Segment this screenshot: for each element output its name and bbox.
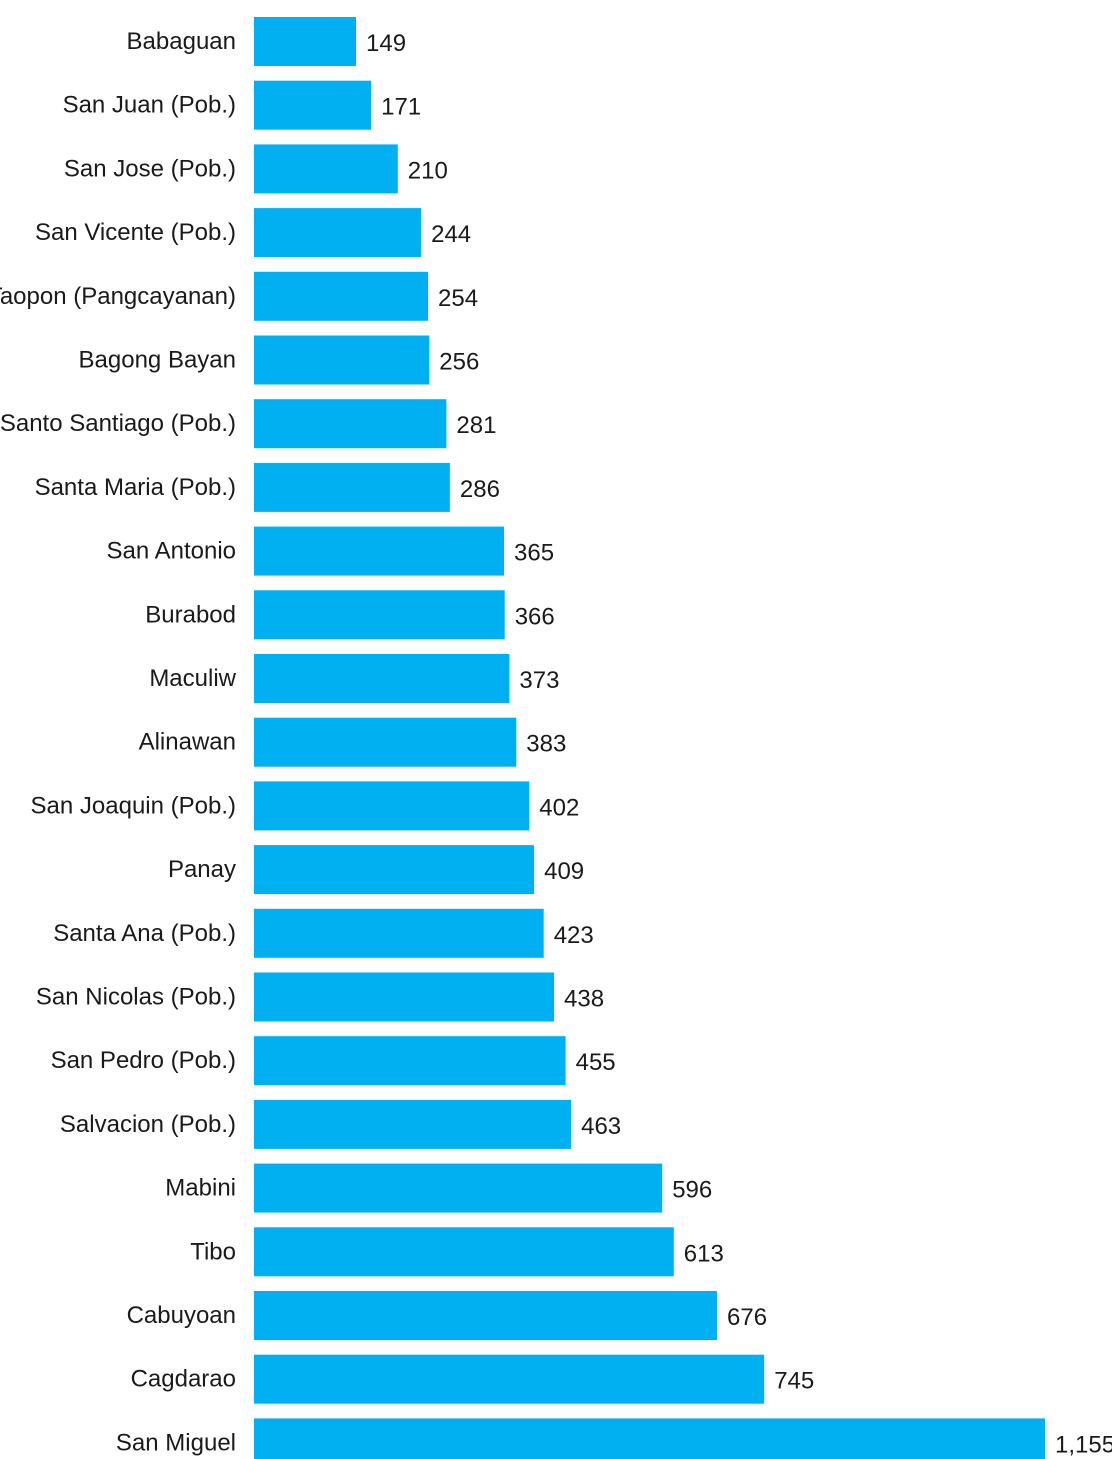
bar-11 — [254, 654, 510, 703]
value-label: 383 — [526, 731, 566, 758]
category-label: Santa Maria (Pob.) — [35, 474, 236, 501]
category-label: Mabini — [165, 1175, 236, 1202]
value-label: 281 — [456, 412, 496, 439]
category-label: Maculiw — [149, 665, 236, 692]
value-label: 244 — [431, 221, 471, 248]
value-label: 256 — [439, 349, 479, 376]
value-labels: 149 171 210 244 254 256 281 286 365 366 373 383 402 4… — [366, 30, 1112, 1458]
category-label: Santa Ana (Pob.) — [53, 920, 236, 947]
category-label: Santo Santiago (Pob.) — [0, 410, 236, 437]
category-label: Tibo — [190, 1238, 236, 1265]
bar-8 — [254, 462, 450, 512]
bar-1 — [254, 17, 356, 66]
value-label: 210 — [408, 157, 448, 184]
bar-4 — [254, 208, 422, 258]
bar-7 — [254, 399, 447, 449]
bars-group — [254, 17, 1045, 1459]
category-label: Burabod — [145, 601, 236, 628]
value-label: 373 — [519, 667, 559, 694]
category-label: San Miguel — [116, 1429, 236, 1456]
category-label: Alinawan — [139, 729, 236, 756]
value-label: 286 — [460, 476, 500, 503]
value-label: 402 — [539, 794, 579, 821]
category-label: San Nicolas (Pob.) — [36, 984, 236, 1011]
bar-20 — [254, 1227, 674, 1277]
value-label: 745 — [774, 1368, 814, 1395]
category-label: Salvacion (Pob.) — [60, 1111, 236, 1138]
category-label: Cagdarao — [131, 1366, 236, 1393]
bar-23 — [254, 1418, 1045, 1459]
bar-18 — [254, 1099, 572, 1149]
bar-15 — [254, 908, 544, 958]
category-label: San Joaquin (Pob.) — [31, 792, 236, 819]
value-label: 366 — [515, 603, 555, 630]
value-label: 171 — [381, 94, 421, 121]
bar-17 — [254, 1036, 566, 1086]
bar-21 — [254, 1291, 717, 1340]
value-label: 613 — [684, 1240, 724, 1267]
value-label: 676 — [727, 1304, 767, 1331]
value-label: 365 — [514, 540, 554, 567]
category-label: Cabuyoan — [127, 1302, 236, 1329]
value-label: 463 — [581, 1113, 621, 1140]
bar-3 — [254, 144, 398, 194]
value-label: 1,155 — [1055, 1431, 1112, 1458]
category-label: San Vicente (Pob.) — [35, 219, 236, 246]
value-label: 596 — [672, 1177, 712, 1204]
category-label: Babaguan — [127, 28, 236, 55]
bar-19 — [254, 1163, 663, 1213]
bar-2 — [254, 80, 372, 130]
category-label: Bagong Bayan — [79, 347, 236, 374]
category-label: Panay — [168, 856, 236, 883]
value-label: 149 — [366, 30, 406, 57]
category-label: San Antonio — [107, 538, 236, 565]
category-labels: Babaguan San Juan (Pob.) San Jose (Pob.) Sa… — [0, 28, 237, 1456]
bar-5 — [254, 271, 428, 321]
bar-12 — [254, 717, 517, 767]
bar-13 — [254, 781, 530, 831]
bar-22 — [254, 1354, 765, 1404]
value-label: 423 — [554, 922, 594, 949]
value-label: 409 — [544, 858, 584, 885]
bar-10 — [254, 590, 505, 640]
bar-6 — [254, 335, 430, 385]
bar-9 — [254, 526, 504, 576]
value-label: 438 — [564, 986, 604, 1013]
bar-14 — [254, 845, 535, 895]
bar-16 — [254, 972, 554, 1022]
category-label: Taopon (Pangcayanan) — [0, 283, 236, 310]
value-label: 254 — [438, 285, 478, 312]
value-label: 455 — [576, 1049, 616, 1076]
category-label: San Juan (Pob.) — [63, 92, 236, 119]
category-label: San Pedro (Pob.) — [51, 1047, 236, 1074]
category-label: San Jose (Pob.) — [64, 155, 236, 182]
